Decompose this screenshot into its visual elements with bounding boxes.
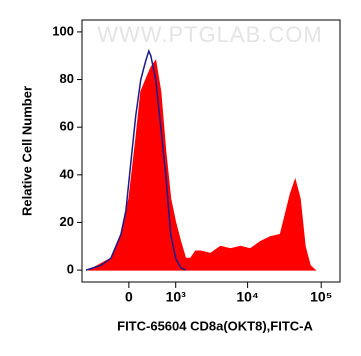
y-tick-label: 60 xyxy=(60,119,74,134)
y-tick-label: 100 xyxy=(52,23,74,38)
y-axis-label: Relative Cell Number xyxy=(19,86,34,216)
y-tick-label: 80 xyxy=(60,71,74,86)
x-tick-label: 0 xyxy=(125,289,133,305)
watermark: WWW.PTGLAB.COM xyxy=(97,22,322,47)
x-tick-label: 10³ xyxy=(166,289,187,305)
x-tick-label: 10⁵ xyxy=(310,289,332,305)
x-axis-label: FITC-65604 CD8a(OKT8),FITC-A xyxy=(117,318,313,333)
y-tick-label: 40 xyxy=(60,166,74,181)
y-tick-label: 20 xyxy=(60,214,74,229)
y-tick-label: 0 xyxy=(67,262,74,277)
plot-frame xyxy=(81,19,341,283)
x-tick-label: 10⁴ xyxy=(236,289,259,305)
histogram-area xyxy=(88,59,316,272)
histogram-line xyxy=(85,48,186,271)
